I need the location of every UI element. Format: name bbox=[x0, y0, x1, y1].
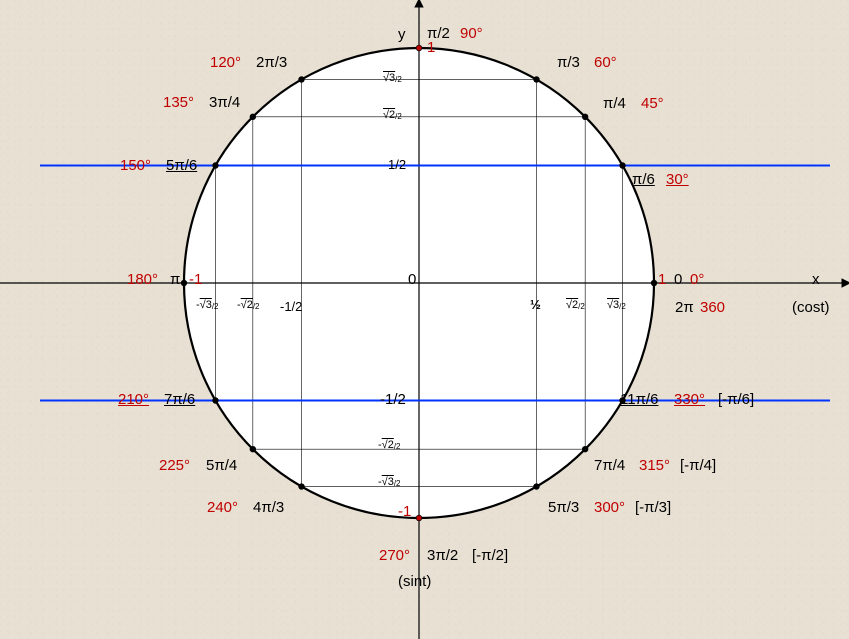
angle-30-deg: 30° bbox=[666, 172, 689, 187]
x-two-pi: 2π bbox=[675, 300, 694, 315]
sint-label: (sint) bbox=[398, 574, 431, 589]
x-minus-half: -1/2 bbox=[280, 300, 302, 313]
x-360: 360 bbox=[700, 300, 725, 315]
y-minus-sqrt3: -√3/2 bbox=[378, 477, 401, 488]
angle-300-deg: 300° bbox=[594, 500, 625, 515]
x-plus-half: ½ bbox=[530, 298, 541, 311]
angle-120-deg: 120° bbox=[210, 55, 241, 70]
angle-60-rad: π/3 bbox=[557, 55, 580, 70]
angle-270-alt: [-π/2] bbox=[472, 548, 508, 563]
angle-240-rad: 4π/3 bbox=[253, 500, 284, 515]
angle-135-deg: 135° bbox=[163, 95, 194, 110]
unit-circle-diagram bbox=[0, 0, 849, 639]
angle-240-deg: 240° bbox=[207, 500, 238, 515]
angle-90-rad: π/2 bbox=[427, 26, 450, 41]
angle-300-alt: [-π/3] bbox=[635, 500, 671, 515]
angle-90-deg: 90° bbox=[460, 26, 483, 41]
y-plus-sqrt3: √3/2 bbox=[383, 73, 402, 84]
y-minus-sqrt2: -√2/2 bbox=[378, 440, 401, 451]
cost-label: (cost) bbox=[792, 300, 830, 315]
y-plus-sqrt2: √2/2 bbox=[383, 110, 402, 121]
angle-60-deg: 60° bbox=[594, 55, 617, 70]
angle-120-rad: 2π/3 bbox=[256, 55, 287, 70]
angle-330-alt: [-π/6] bbox=[718, 392, 754, 407]
x-minus-sqrt2: -√2/2 bbox=[237, 300, 260, 311]
angle-315-alt: [-π/4] bbox=[680, 458, 716, 473]
y-axis-label: y bbox=[398, 27, 406, 42]
x-axis-label: x bbox=[812, 272, 820, 287]
angle-330-deg: 330° bbox=[674, 392, 705, 407]
x-minus-1: -1 bbox=[189, 272, 202, 287]
x-minus-sqrt3: -√3/2 bbox=[196, 300, 219, 311]
angle-0-deg: 0° bbox=[690, 272, 704, 287]
x-plus-sqrt3: √3/2 bbox=[607, 300, 626, 311]
angle-210-rad: 7π/6 bbox=[164, 392, 195, 407]
angle-300-rad: 5π/3 bbox=[548, 500, 579, 515]
y-plus-1: 1 bbox=[427, 40, 435, 55]
y-minus-1: -1 bbox=[398, 504, 411, 519]
origin-label: 0 bbox=[408, 272, 416, 287]
angle-45-rad: π/4 bbox=[603, 96, 626, 111]
angle-180-deg: 180° bbox=[127, 272, 158, 287]
angle-180-rad: π bbox=[170, 272, 180, 287]
angle-30-rad: π/6 bbox=[632, 172, 655, 187]
angle-225-rad: 5π/4 bbox=[206, 458, 237, 473]
angle-225-deg: 225° bbox=[159, 458, 190, 473]
x-plus-1: 1 bbox=[658, 272, 666, 287]
angle-315-rad: 7π/4 bbox=[594, 458, 625, 473]
angle-270-deg: 270° bbox=[379, 548, 410, 563]
angle-45-deg: 45° bbox=[641, 96, 664, 111]
y-plus-half: 1/2 bbox=[388, 158, 406, 171]
angle-150-rad: 5π/6 bbox=[166, 158, 197, 173]
angle-330-rad: 11π/6 bbox=[620, 392, 658, 407]
angle-315-deg: 315° bbox=[639, 458, 670, 473]
angle-0-rad: 0 bbox=[674, 272, 682, 287]
angle-150-deg: 150° bbox=[120, 158, 151, 173]
y-minus-half: -1/2 bbox=[380, 392, 406, 407]
angle-270-rad: 3π/2 bbox=[427, 548, 458, 563]
angle-135-rad: 3π/4 bbox=[209, 95, 240, 110]
x-plus-sqrt2: √2/2 bbox=[566, 300, 585, 311]
angle-210-deg: 210° bbox=[118, 392, 149, 407]
